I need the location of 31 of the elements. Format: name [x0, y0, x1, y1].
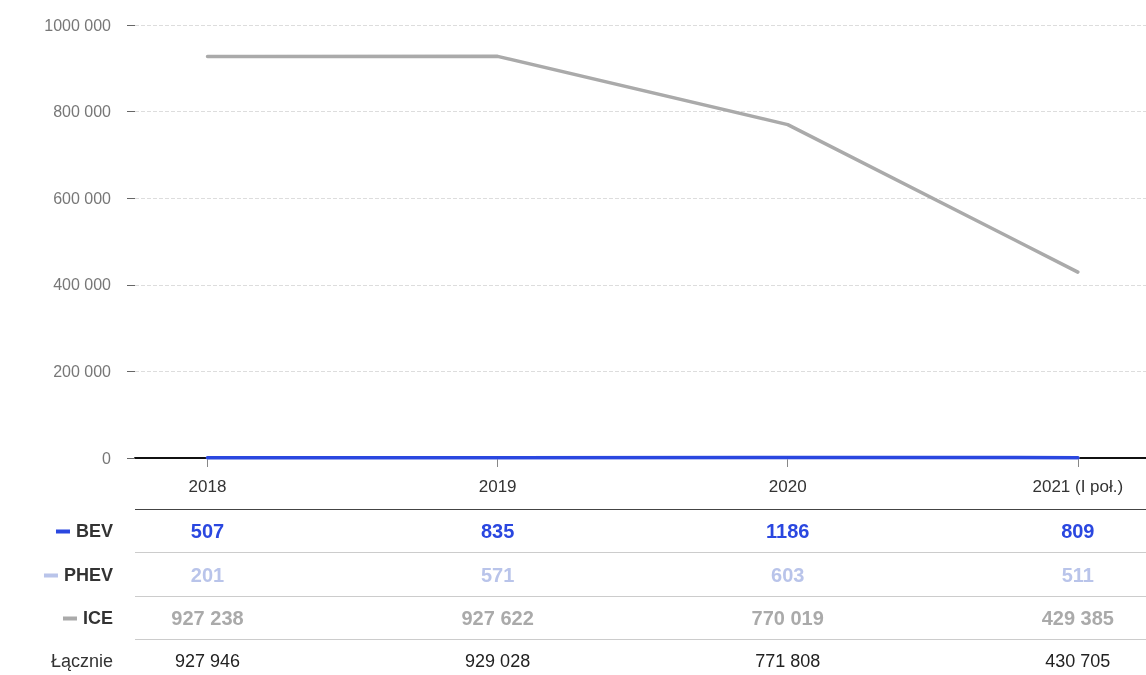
- legend-label: ICE: [82, 607, 113, 629]
- text: 771 808: [755, 650, 821, 671]
- data-label: 809: [1061, 519, 1095, 543]
- data-label: 507: [190, 519, 225, 543]
- y-tick-label: 0: [102, 449, 112, 467]
- x-tick-label: 2021 (I poł.): [1032, 477, 1124, 496]
- y-tick-label: 600 000: [53, 189, 112, 207]
- line-series: [205, 54, 1080, 274]
- x-tick-label: 2020: [768, 477, 807, 496]
- data-label: 835: [480, 519, 515, 543]
- text: 929 028: [465, 650, 531, 671]
- data-label: 927 238: [171, 606, 244, 630]
- y-tick-label: 400 000: [53, 276, 112, 294]
- text: 430 705: [1045, 650, 1111, 671]
- data-label: 927 622: [461, 606, 534, 630]
- y-tick-label: 200 000: [53, 362, 112, 380]
- y-tick-label: 1000 000: [44, 16, 112, 34]
- y-tick-label: 800 000: [53, 103, 112, 121]
- data-label: 429 385: [1041, 606, 1114, 630]
- data-label: 201: [190, 563, 225, 587]
- data-label: 1186: [766, 519, 810, 543]
- data-label: 571: [480, 563, 515, 587]
- data-label: 511: [1061, 563, 1094, 587]
- text: 927 946: [174, 650, 241, 671]
- legend-label: PHEV: [63, 564, 113, 586]
- data-label: 603: [771, 563, 805, 587]
- data-label: 770 019: [751, 606, 824, 630]
- x-tick-label: 2019: [478, 477, 517, 496]
- x-tick-label: 2018: [188, 477, 227, 496]
- text: Łącznie: [50, 650, 113, 672]
- legend-label: BEV: [75, 520, 113, 542]
